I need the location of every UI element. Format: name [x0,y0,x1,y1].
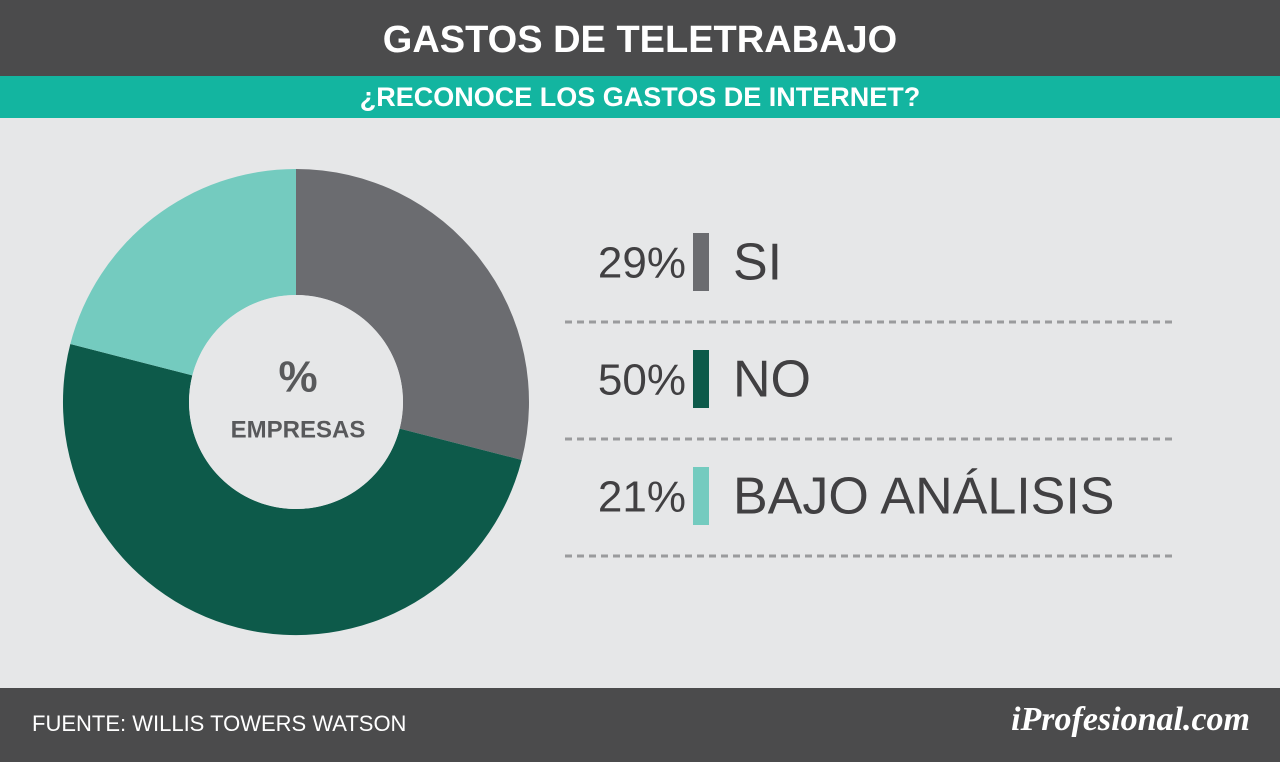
header [0,0,1280,76]
center-label: % [278,353,317,402]
legend-label: SI [733,234,782,292]
chart-title: GASTOS DE TELETRABAJO [383,19,897,61]
legend-label: BAJO ANÁLISIS [733,468,1115,526]
legend-swatch [693,350,709,408]
slice [62,344,522,636]
footer [0,688,1280,762]
value-label: 50% [598,356,686,405]
legend-swatch [693,467,709,525]
donut-hole [189,295,403,509]
value-label: 21% [598,473,686,522]
donut [62,169,529,636]
source: FUENTE: WILLIS TOWERS WATSON [32,711,406,736]
subheader [0,76,1280,118]
legend-label: NO [733,351,811,409]
center-sublabel: EMPRESAS [231,416,366,443]
slice [296,169,529,460]
chart-subtitle: ¿RECONOCE LOS GASTOS DE INTERNET? [360,82,921,112]
brand: iProfesional.com [1011,701,1250,738]
value-label: 29% [598,239,686,288]
legend-swatch [693,233,709,291]
slice [70,169,296,376]
legend: 29% SI 50% NO 21% BAJO ANÁLISIS [565,233,1176,558]
